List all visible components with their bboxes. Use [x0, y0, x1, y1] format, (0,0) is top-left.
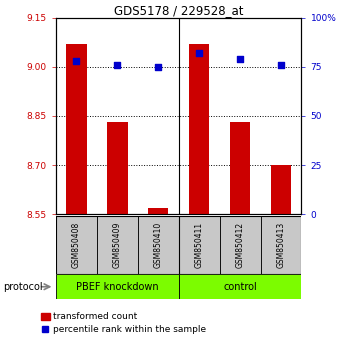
- Point: [196, 50, 202, 56]
- Text: GSM850411: GSM850411: [195, 222, 204, 268]
- Point: [114, 62, 120, 68]
- Text: protocol: protocol: [4, 282, 43, 292]
- Bar: [179, 216, 219, 274]
- Bar: [148, 208, 169, 214]
- Bar: [179, 274, 301, 299]
- Bar: [219, 216, 261, 274]
- Bar: [261, 216, 301, 274]
- Bar: [97, 216, 138, 274]
- Point: [155, 64, 161, 70]
- Bar: [56, 216, 97, 274]
- Point: [278, 62, 284, 68]
- Text: GSM850412: GSM850412: [236, 222, 244, 268]
- Point: [237, 56, 243, 62]
- Legend: transformed count, percentile rank within the sample: transformed count, percentile rank withi…: [41, 313, 206, 334]
- Text: GSM850409: GSM850409: [113, 222, 122, 268]
- Text: GSM850408: GSM850408: [72, 222, 81, 268]
- Bar: [138, 216, 179, 274]
- Bar: [271, 165, 291, 214]
- Text: control: control: [223, 282, 257, 292]
- Bar: [66, 44, 87, 214]
- Title: GDS5178 / 229528_at: GDS5178 / 229528_at: [114, 4, 243, 17]
- Bar: [107, 122, 127, 214]
- Text: GSM850413: GSM850413: [277, 222, 286, 268]
- Bar: [230, 122, 250, 214]
- Text: GSM850410: GSM850410: [154, 222, 163, 268]
- Text: PBEF knockdown: PBEF knockdown: [76, 282, 158, 292]
- Point: [74, 58, 79, 64]
- Bar: [56, 274, 179, 299]
- Bar: [189, 44, 209, 214]
